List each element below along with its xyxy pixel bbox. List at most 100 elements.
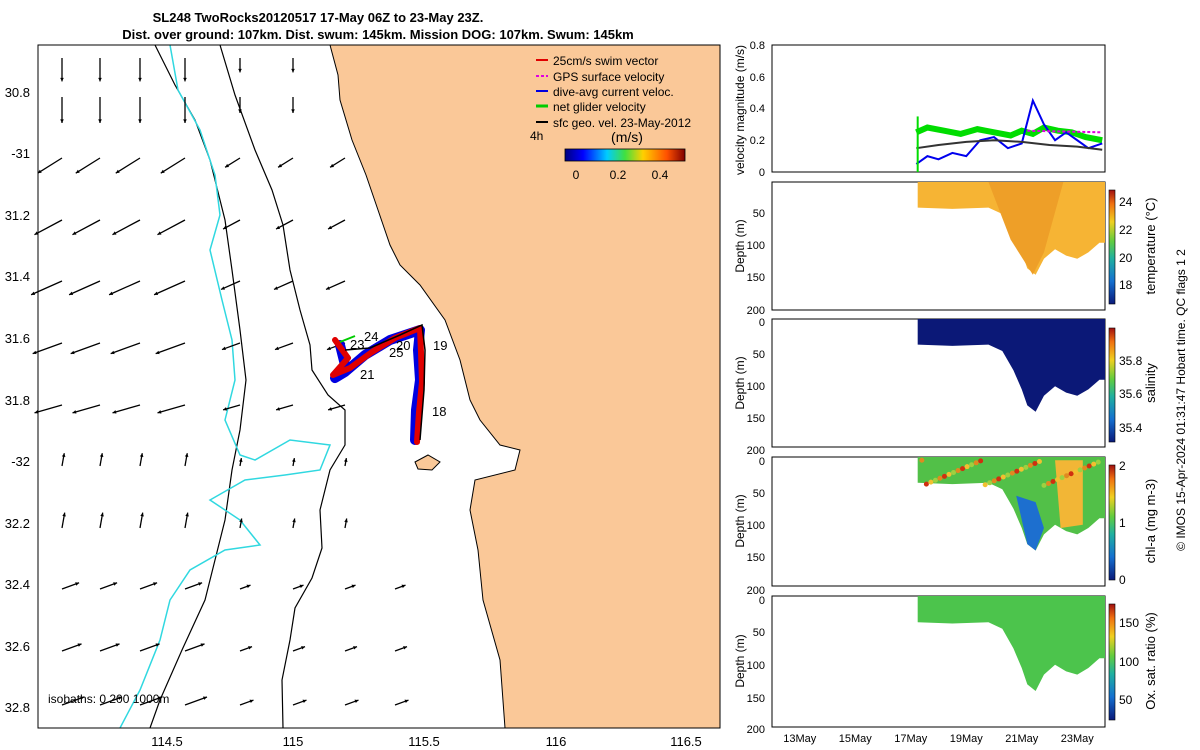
current-vector-head	[239, 518, 243, 523]
chl-sample-dot	[982, 482, 988, 488]
chl-sample-dot	[1014, 468, 1020, 474]
current-vector-head	[401, 584, 406, 589]
current-vector-head	[160, 169, 165, 174]
lat-label: 32.4	[5, 577, 30, 592]
chl-sample-dot	[941, 473, 947, 479]
lon-label: 115	[283, 734, 304, 749]
temp-ytick: 100	[747, 240, 765, 252]
current-vector-head	[198, 582, 203, 586]
current-vector-head	[118, 696, 122, 700]
current-vector	[108, 280, 141, 296]
current-vector	[34, 219, 63, 236]
current-vector-head	[109, 291, 114, 295]
day-label-25: 25	[389, 345, 403, 360]
current-vector	[112, 404, 141, 414]
chl-sample-dot	[1068, 471, 1074, 477]
chl-sample-dot	[978, 458, 984, 464]
current-vector-head	[291, 458, 296, 462]
ox-ytick: 50	[753, 627, 765, 639]
colorbar-unit: (m/s)	[611, 129, 643, 145]
current-vector-head	[153, 582, 158, 586]
current-vector-head	[249, 699, 254, 704]
sal-ytick: 100	[747, 381, 765, 393]
chl-sample-dot	[1009, 470, 1015, 476]
colorbar-tick: 0.2	[610, 168, 627, 182]
lat-label: -31	[11, 146, 30, 161]
ox-ytick: 0	[759, 595, 765, 607]
chl-sample-dot	[973, 460, 979, 466]
temperature-cbar-label: temperature (°C)	[1143, 198, 1158, 295]
current-vector	[34, 404, 63, 414]
salinity-cbar-ticks: 35.4 35.6 35.8	[1119, 354, 1143, 435]
lat-label: 31.8	[5, 393, 30, 408]
ox-ytick: 150	[747, 693, 765, 705]
chlorophyll-deep	[1016, 495, 1044, 551]
chl-sample-dot	[1091, 461, 1097, 467]
chl-sample-dot	[932, 477, 938, 483]
current-vector-head	[32, 350, 37, 355]
current-vector-head	[200, 643, 205, 647]
current-vector-head	[77, 643, 82, 647]
chl-cbar-tick: 0	[1119, 573, 1126, 587]
ox-cbar-tick: 100	[1119, 655, 1139, 669]
time-tick: 21May	[1005, 733, 1039, 745]
current-vector-head	[34, 410, 39, 414]
current-vector-head	[154, 291, 159, 295]
temp-ytick: 50	[753, 208, 765, 220]
chl-sample-dot	[1082, 465, 1088, 471]
track-black	[344, 323, 426, 441]
chl-sample-dot	[946, 471, 952, 477]
map-panel: 24 23 20 25 21 19 18 30.8 -31 31.2 31.4 …	[5, 44, 721, 749]
temp-cbar-tick: 20	[1119, 251, 1133, 265]
chl-ytick: 50	[753, 488, 765, 500]
chl-sample-dot	[1073, 469, 1079, 475]
chl-sample-dot	[1041, 482, 1047, 488]
chl-sample-dot	[1077, 467, 1083, 473]
velocity-colorbar	[564, 148, 686, 162]
current-vector-head	[273, 286, 278, 290]
chlorophyll-colorbar	[1108, 464, 1116, 581]
glider-track: 24 23 20 25 21 19 18	[330, 323, 447, 445]
current-vector-head	[155, 350, 160, 355]
current-vector-head	[34, 231, 39, 235]
salinity-colorbar	[1108, 327, 1116, 443]
current-vector-head	[274, 346, 279, 351]
chl-sample-dot	[1018, 466, 1024, 472]
current-vector-head	[112, 231, 117, 235]
title-line-2: Dist. over ground: 107km. Dist. swum: 14…	[122, 27, 634, 42]
current-vector	[115, 157, 141, 174]
oxygen-section	[917, 596, 1105, 691]
current-vector-head	[403, 646, 408, 650]
velocity-series	[915, 97, 1103, 172]
current-vector-head	[155, 643, 160, 647]
colorbar-tick: 0.4	[652, 168, 669, 182]
chl-sample-dot	[1055, 477, 1061, 483]
isobath-label: isobaths: 0 200 1000m	[48, 692, 169, 706]
chl-sample-dot	[1095, 459, 1101, 465]
chl-sample-dot	[1064, 473, 1070, 479]
chlorophyll-panel: 0 50 100 150 200 Depth (m) 0 1 2 chl-a (…	[733, 456, 1158, 597]
current-vector-head	[328, 407, 333, 411]
vel-ytick: 0.2	[750, 135, 765, 147]
current-vector-head	[276, 225, 281, 230]
chl-sample-dot	[960, 466, 966, 472]
vel-ytick: 0.4	[750, 103, 765, 115]
chl-sample-dot	[1046, 480, 1052, 486]
current-vector-head	[354, 699, 359, 704]
current-vector-head	[325, 286, 330, 290]
current-vector-head	[353, 646, 358, 650]
chl-sample-dot	[923, 481, 929, 487]
lon-label: 114.5	[151, 734, 183, 749]
chl-sample-dot	[964, 464, 970, 470]
oxygen-colorbar	[1108, 603, 1116, 721]
lon-label: 116.5	[670, 734, 702, 749]
current-vector-head	[203, 696, 207, 700]
day-label-23: 23	[350, 337, 364, 352]
velocity-ylabel: velocity magnitude (m/s)	[733, 45, 747, 175]
sal-cbar-tick: 35.6	[1119, 387, 1143, 401]
chl-sample-dot	[1036, 459, 1042, 465]
oxygen-yticks: 0 50 100 150 200	[747, 595, 765, 736]
current-vector-head	[99, 453, 104, 458]
chl-cbar-tick: 2	[1119, 459, 1126, 473]
